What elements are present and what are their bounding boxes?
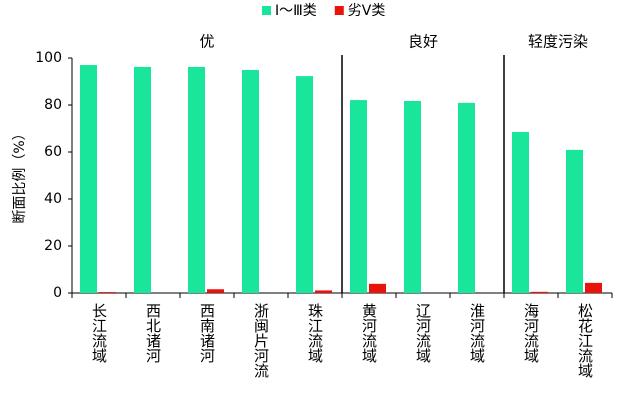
bar <box>531 291 548 293</box>
y-tick-label: 100 <box>35 50 62 66</box>
bar <box>512 132 529 293</box>
bar <box>350 100 367 293</box>
x-tick-label: 西北诸河 <box>144 303 162 363</box>
bar <box>315 290 332 293</box>
bar <box>188 66 205 294</box>
y-tick-label: 0 <box>53 285 62 301</box>
x-tick-label: 淮河流域 <box>468 303 486 363</box>
legend-swatch <box>334 6 344 15</box>
bar <box>296 76 313 293</box>
x-tick-label: 浙闽片河流 <box>252 303 270 379</box>
y-tick-label: 20 <box>44 238 62 254</box>
x-tick-label: 松花江流域 <box>576 303 594 378</box>
legend-swatch <box>262 6 271 15</box>
group-label: 轻度污染 <box>528 33 588 51</box>
y-tick-label: 40 <box>44 191 62 207</box>
y-axis-label: 断面比例（%） <box>12 126 28 223</box>
group-label: 优 <box>199 33 214 51</box>
bar <box>566 149 583 293</box>
y-tick-label: 80 <box>44 97 62 113</box>
bar <box>404 101 421 293</box>
y-tick-label: 60 <box>44 144 62 160</box>
legend-label: Ⅰ～Ⅲ类 <box>275 3 317 19</box>
group-label: 良好 <box>408 33 438 51</box>
bar <box>369 283 386 293</box>
bar <box>134 66 151 294</box>
x-tick-label: 长江流域 <box>90 303 108 363</box>
x-tick-label: 黄河流域 <box>360 303 378 363</box>
bar <box>99 292 116 293</box>
bar <box>207 289 224 293</box>
bar <box>585 282 602 293</box>
x-tick-label: 辽河流域 <box>414 303 432 363</box>
bar <box>242 69 259 293</box>
bar <box>80 65 97 293</box>
x-tick-label: 海河流域 <box>522 303 540 363</box>
x-tick-label: 珠江流域 <box>306 303 324 363</box>
legend-label: 劣Ⅴ类 <box>348 3 386 19</box>
bar <box>458 102 475 293</box>
x-tick-label: 西南诸河 <box>198 303 216 363</box>
